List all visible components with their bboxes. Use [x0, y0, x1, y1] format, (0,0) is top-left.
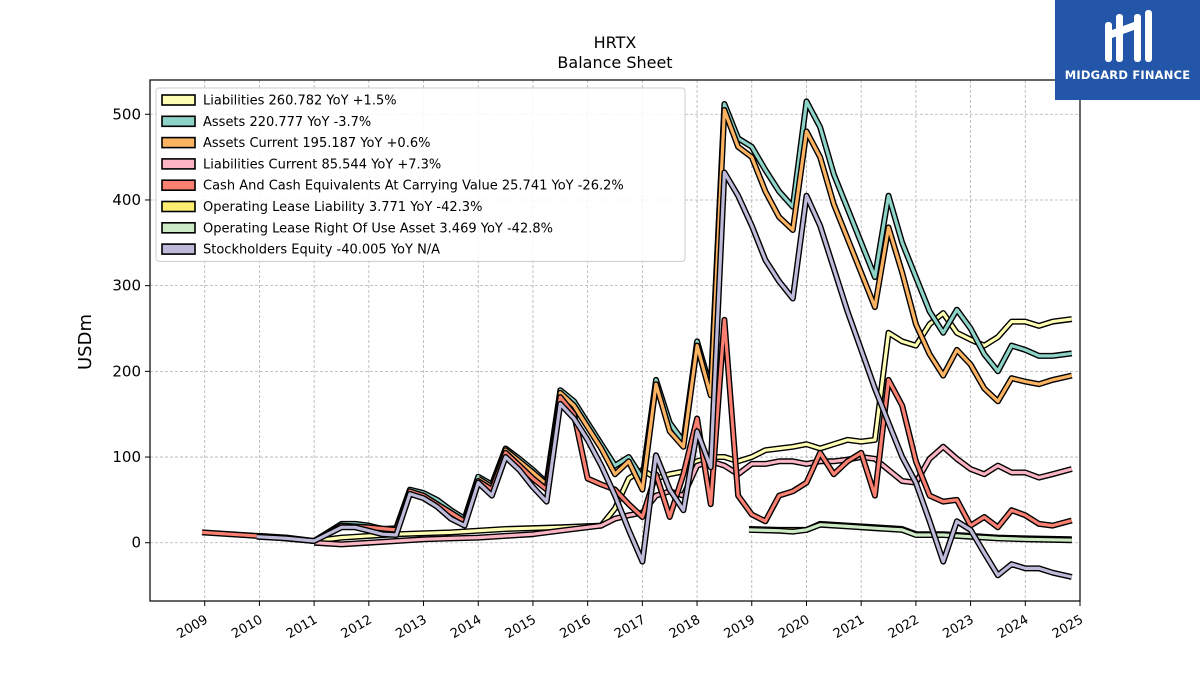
legend: Liabilities 260.782 YoY +1.5% Assets 220.… [155, 87, 686, 262]
x-tick-label: 2023 [940, 612, 976, 642]
legend-entry-5: Operating Lease Liability 3.771 YoY -42.… [203, 200, 482, 215]
legend-entry-0: Liabilities 260.782 YoY +1.5% [203, 94, 397, 109]
series-outline-4 [201, 316, 1073, 544]
x-tick-label: 2010 [229, 612, 265, 642]
series-line-3 [314, 445, 1073, 546]
legend-box [155, 87, 686, 262]
y-tick-label: 500 [112, 105, 141, 123]
chart-subtitle: Balance Sheet [557, 53, 672, 72]
x-tick-label: 2009 [175, 612, 211, 642]
x-tick-label: 2017 [612, 612, 648, 642]
x-tick-label: 2025 [1050, 612, 1086, 642]
series-line-2 [477, 108, 1073, 492]
y-axis: 0 100 200 300 400 500 [112, 105, 150, 552]
x-tick-label: 2012 [339, 612, 375, 642]
x-tick-label: 2011 [284, 612, 320, 642]
y-tick-label: 0 [131, 534, 141, 552]
legend-entry-1: Assets 220.777 YoY -3.7% [203, 115, 371, 130]
x-tick-label: 2016 [557, 612, 593, 642]
legend-entry-7: Stockholders Equity -40.005 YoY N/A [203, 243, 440, 258]
x-axis: 2009 2010 2011 2012 2013 2014 2015 2016 2017 2018… [175, 601, 1086, 642]
y-tick-label: 100 [112, 448, 141, 466]
y-tick-label: 200 [112, 362, 141, 380]
x-tick-label: 2018 [667, 612, 703, 642]
x-tick-label: 2022 [886, 612, 922, 642]
x-tick-label: 2024 [995, 612, 1031, 642]
midgard-finance-logo: MIDGARD FINANCE [1055, 0, 1200, 100]
legend-entry-6: Operating Lease Right Of Use Asset 3.469… [203, 221, 553, 236]
x-tick-label: 2021 [831, 612, 867, 642]
series-line-7 [256, 170, 1073, 579]
legend-swatch-3 [161, 158, 196, 170]
x-tick-label: 2020 [776, 612, 812, 642]
legend-swatch-1 [161, 115, 196, 128]
legend-swatch-7 [161, 243, 196, 255]
chart-title: HRTX [594, 33, 637, 52]
logo-mark-icon [1105, 10, 1152, 62]
x-tick-label: 2014 [448, 612, 484, 642]
legend-entry-3: Liabilities Current 85.544 YoY +7.3% [203, 157, 441, 172]
plot-frame [149, 79, 1081, 602]
y-tick-label: 400 [112, 191, 141, 209]
legend-swatch-5 [161, 200, 196, 213]
y-tick-label: 300 [112, 277, 141, 295]
x-tick-label: 2015 [503, 612, 539, 642]
legend-swatch-2 [161, 136, 196, 149]
legend-entry-2: Assets Current 195.187 YoY +0.6% [203, 136, 430, 151]
series-line-6 [748, 523, 1072, 542]
legend-swatch-6 [161, 222, 196, 234]
series-line-4 [201, 318, 1073, 543]
legend-swatch-4 [161, 179, 196, 191]
legend-swatch-0 [161, 94, 196, 106]
series-lines [201, 98, 1073, 580]
logo-text: MIDGARD FINANCE [1064, 68, 1191, 82]
legend-entry-4: Cash And Cash Equivalents At Carrying Va… [203, 179, 624, 194]
x-tick-label: 2013 [393, 612, 429, 642]
x-tick-label: 2019 [722, 612, 758, 642]
y-axis-label: USDm [75, 314, 96, 370]
